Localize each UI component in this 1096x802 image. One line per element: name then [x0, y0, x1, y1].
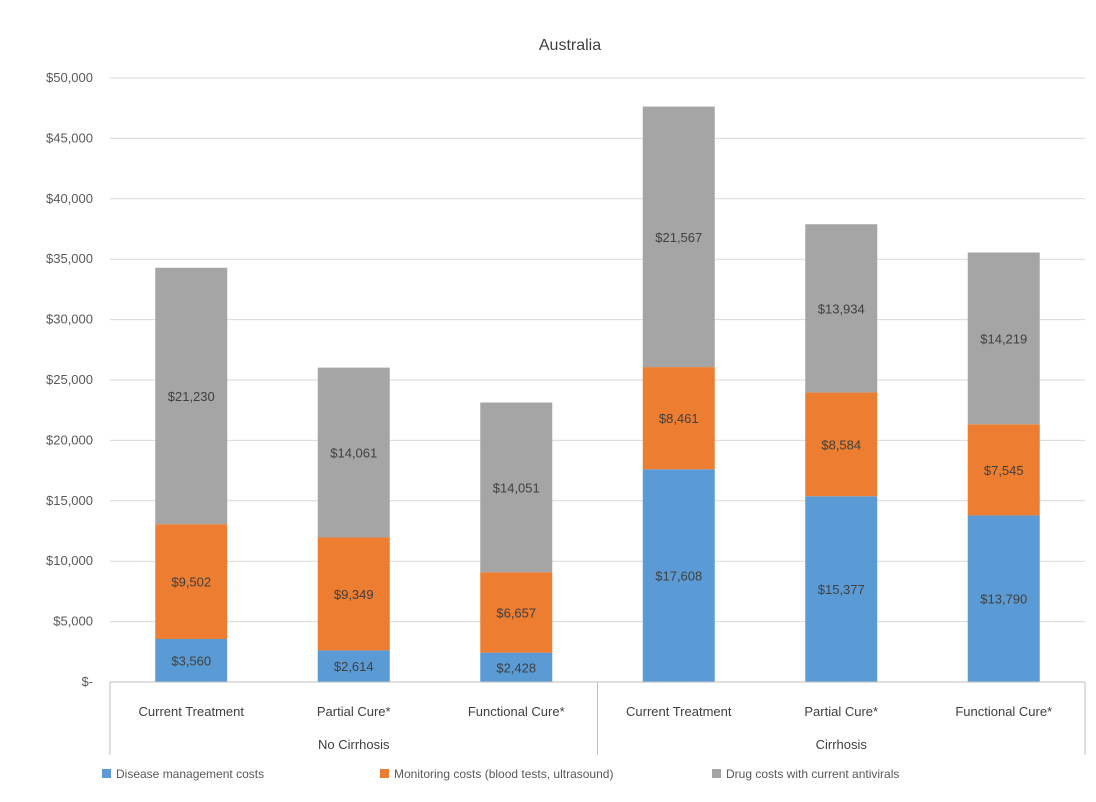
- bar-segment: [480, 572, 553, 653]
- legend-swatch: [102, 769, 111, 778]
- data-label: $13,790: [980, 592, 1027, 607]
- legend-entry: Disease management costs: [116, 767, 264, 781]
- data-label: $13,934: [818, 301, 865, 316]
- bar-segment: [642, 469, 715, 682]
- y-tick-label: $50,000: [46, 70, 93, 85]
- y-tick-label: $30,000: [46, 312, 93, 327]
- bar-segment: [155, 267, 228, 525]
- y-axis: $- $5,000 $10,000 $15,000 $20,000 $25,000 $30,…: [46, 70, 93, 689]
- gridlines: [110, 77, 1085, 623]
- y-tick-label: $10,000: [46, 553, 93, 568]
- y-tick-label: $40,000: [46, 191, 93, 206]
- bar-segment: [967, 424, 1040, 516]
- legend: Disease management costs Monitoring costs…: [102, 767, 899, 781]
- data-label: $21,567: [655, 230, 702, 245]
- data-label: $6,657: [496, 605, 536, 620]
- bar-segment: [967, 515, 1040, 682]
- x-tick-label: Current Treatment: [139, 704, 245, 719]
- bar-segment: [317, 537, 390, 651]
- data-label: $14,061: [330, 446, 377, 461]
- bars: $3,560 $9,502 $21,230 $2,614 $9,349 $14,061 $2…: [155, 106, 1040, 682]
- data-label: $15,377: [818, 582, 865, 597]
- bar-segment: [805, 392, 878, 497]
- legend-entry: Drug costs with current antivirals: [726, 767, 899, 781]
- bar-segment: [805, 224, 878, 393]
- bar-segment: [480, 652, 553, 682]
- x-tick-label: Functional Cure*: [468, 704, 565, 719]
- x-axis: Current Treatment Partial Cure* Functional…: [109, 681, 1086, 755]
- y-tick-label: $45,000: [46, 130, 93, 145]
- y-tick-label: $5,000: [53, 614, 93, 629]
- data-label: $8,584: [821, 437, 861, 452]
- data-label: $7,545: [984, 463, 1024, 478]
- x-tick-label: Functional Cure*: [955, 704, 1052, 719]
- bar-segment: [967, 252, 1040, 425]
- data-label: $9,349: [334, 587, 374, 602]
- legend-swatch: [712, 769, 721, 778]
- legend-swatch: [380, 769, 389, 778]
- bar-segment: [317, 650, 390, 682]
- x-tick-label: Partial Cure*: [317, 704, 391, 719]
- bar-segment: [155, 638, 228, 682]
- bar-segment: [805, 496, 878, 682]
- bar-segment: [155, 524, 228, 639]
- y-tick-label: $35,000: [46, 251, 93, 266]
- data-label: $14,219: [980, 331, 1027, 346]
- bar-segment: [480, 402, 553, 573]
- data-label: $17,608: [655, 569, 702, 584]
- data-label: $8,461: [659, 411, 699, 426]
- bar-segment: [642, 106, 715, 368]
- data-label: $2,614: [334, 659, 374, 674]
- data-label: $14,051: [493, 480, 540, 495]
- y-tick-label: $25,000: [46, 372, 93, 387]
- group-label: Cirrhosis: [816, 737, 868, 752]
- y-tick-label: $15,000: [46, 493, 93, 508]
- legend-entry: Monitoring costs (blood tests, ultrasoun…: [394, 767, 613, 781]
- bar-segment: [642, 367, 715, 470]
- data-label: $2,428: [496, 660, 536, 675]
- x-tick-label: Partial Cure*: [804, 704, 878, 719]
- data-label: $3,560: [171, 653, 211, 668]
- data-label: $21,230: [168, 389, 215, 404]
- bar-segment: [317, 367, 390, 538]
- data-label: $9,502: [171, 575, 211, 590]
- y-tick-label: $-: [81, 674, 93, 689]
- chart-title: Australia: [539, 37, 601, 54]
- y-tick-label: $20,000: [46, 432, 93, 447]
- group-label: No Cirrhosis: [318, 737, 390, 752]
- x-tick-label: Current Treatment: [626, 704, 732, 719]
